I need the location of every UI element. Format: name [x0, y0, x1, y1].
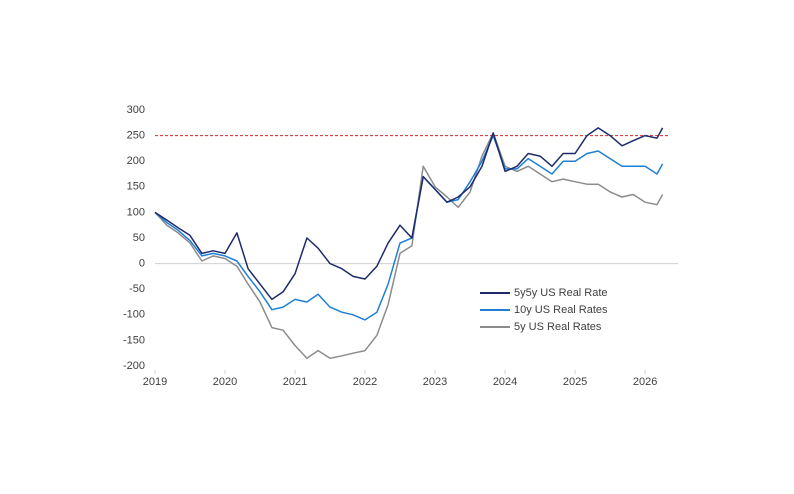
y-tick-label: 250	[127, 130, 145, 142]
y-tick-label: 200	[127, 155, 145, 167]
x-tick-label: 2023	[423, 376, 447, 388]
x-tick-label: 2020	[213, 376, 237, 388]
y-tick-label: -200	[123, 360, 145, 372]
legend-label: 5y5y US Real Rate	[514, 287, 608, 299]
y-tick-label: -100	[123, 309, 145, 321]
x-tick-label: 2021	[283, 376, 307, 388]
x-tick-label: 2025	[563, 376, 587, 388]
y-tick-label: -50	[129, 283, 145, 295]
y-tick-label: 300	[127, 104, 145, 116]
y-tick-label: -150	[123, 334, 145, 346]
x-tick-label: 2019	[143, 376, 167, 388]
y-tick-label: 150	[127, 181, 145, 193]
series-line	[154, 127, 664, 301]
x-tick-label: 2024	[493, 376, 517, 388]
legend-label: 10y US Real Rates	[514, 304, 608, 316]
x-tick-label: 2026	[633, 376, 657, 388]
y-tick-label: 100	[127, 206, 145, 218]
y-tick-label: 50	[133, 232, 145, 244]
legend-label: 5y US Real Rates	[514, 321, 602, 333]
series-line	[154, 132, 664, 360]
y-tick-label: 0	[139, 258, 145, 270]
x-tick-label: 2022	[353, 376, 377, 388]
